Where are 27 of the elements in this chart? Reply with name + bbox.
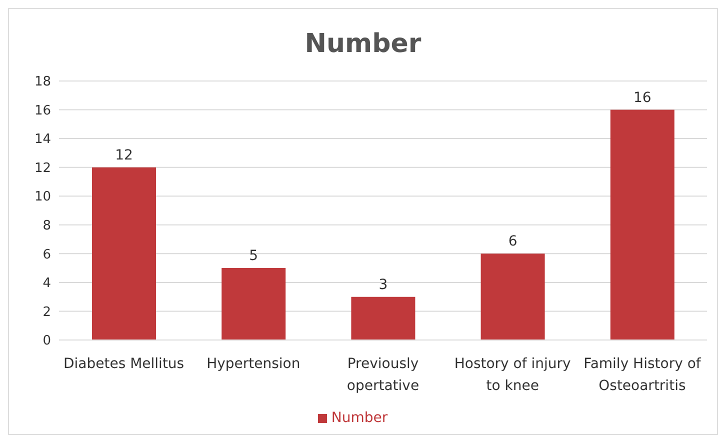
x-tick-label: Hypertension [206,356,300,372]
x-tick-label: Previously opertative [346,356,420,394]
bar [351,296,416,340]
data-label: 3 [378,276,388,293]
data-label: 5 [249,248,258,264]
y-tick-label: 12 [34,160,51,176]
bar [222,268,286,340]
y-tick-label: 8 [42,218,51,234]
y-tick-label: 4 [42,276,51,292]
bar [480,254,545,340]
y-tick-label: 18 [34,74,51,90]
y-tick-label: 14 [34,132,51,148]
y-tick-label: 2 [42,304,51,320]
y-tick-label: 6 [42,247,51,262]
data-label: 6 [508,234,518,250]
x-tick-label: Hostory of injury to knee [454,356,571,394]
bar [610,110,674,340]
x-tick-label: Family History of Osteoartritis [584,356,702,394]
legend-label: Number [331,410,388,426]
bar [92,167,156,340]
data-label: 16 [633,90,652,106]
y-tick-label: 10 [34,190,51,205]
y-tick-label: 16 [34,103,51,118]
chart-title: Number [304,28,422,61]
x-tick-label: Diabetes Mellitus [63,356,184,372]
y-tick-label: 0 [42,334,51,349]
data-label: 12 [115,147,133,164]
